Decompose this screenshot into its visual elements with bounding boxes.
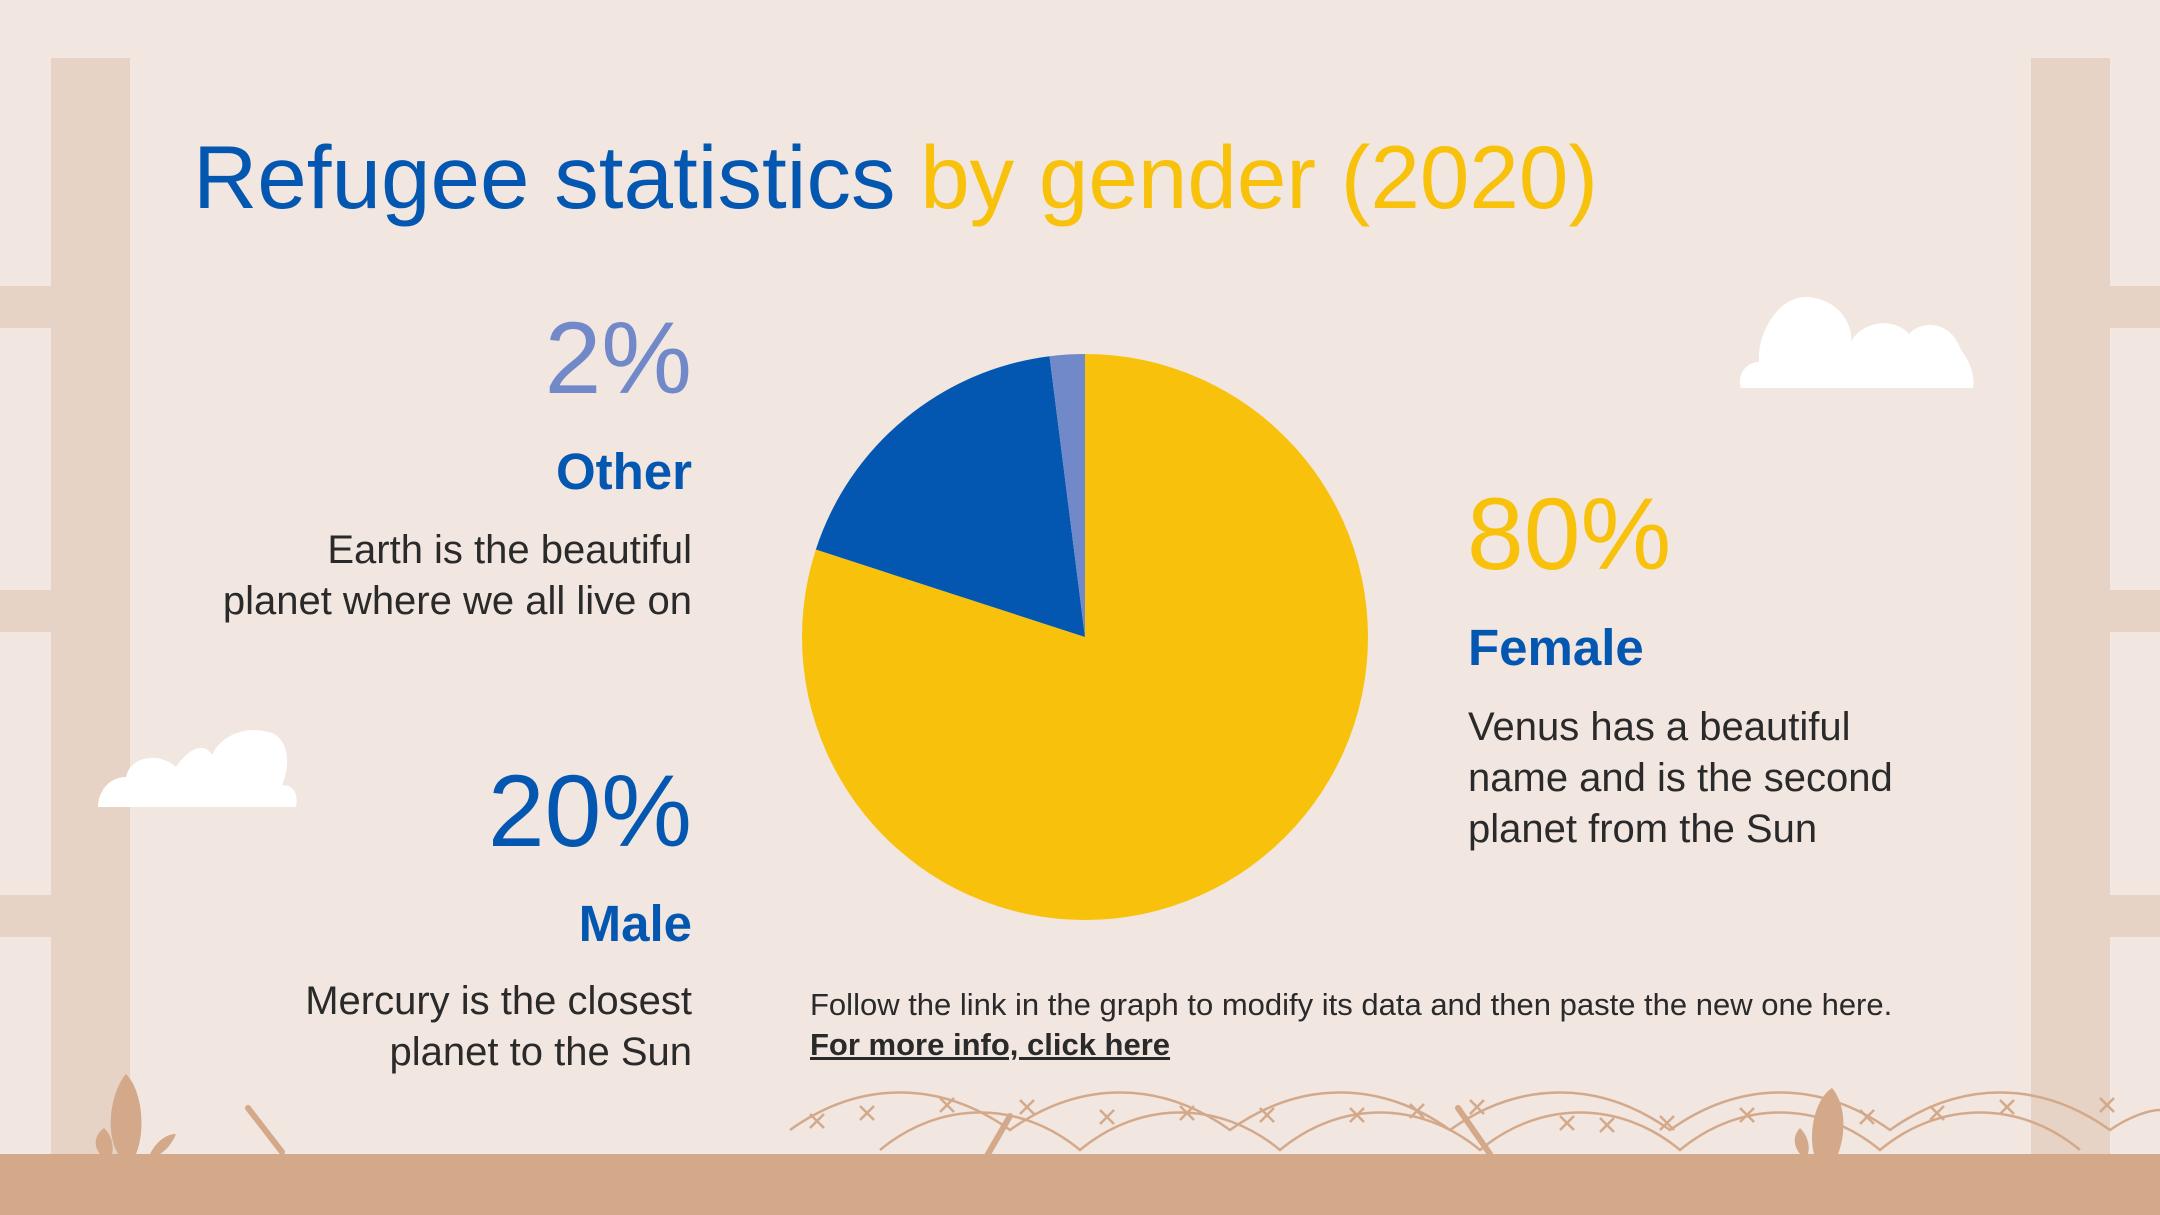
male-percent: 20% [487,754,692,868]
other-description: Earth is the beautiful planet where we a… [130,525,692,627]
female-description-line: Venus has a beautiful [1468,705,1851,749]
title-part-1: Refugee statistics [193,127,896,227]
female-description: Venus has a beautiful name and is the se… [1468,702,2028,855]
fence-rail [0,286,51,328]
other-percent: 2% [544,301,692,415]
cloud-icon [1739,297,1974,388]
page-title: Refugee statistics by gender (2020) [193,122,1598,232]
other-label: Other [555,443,692,500]
other-description-line: planet where we all live on [222,579,692,623]
pie-slice-other[interactable] [1049,354,1085,637]
fence-rail [2110,590,2160,632]
female-description-line: planet from the Sun [1468,807,1818,851]
fence-post-left [51,58,130,1158]
chart-note: Follow the link in the graph to modify i… [810,987,1893,1022]
male-description: Mercury is the closest planet to the Sun [130,976,692,1078]
male-label: Male [578,895,692,952]
cloud-icon [98,729,297,807]
fence-rail [2110,895,2160,937]
female-description-line: name and is the second [1468,756,1893,800]
other-description-line: Earth is the beautiful [327,528,692,572]
male-description-line: Mercury is the closest [305,979,692,1023]
pie-slice-male[interactable] [815,356,1085,637]
fence-rail [0,590,51,632]
more-info-link[interactable]: For more info, click here [810,1027,1171,1062]
male-description-line: planet to the Sun [389,1030,692,1074]
fence-post-right [2031,58,2110,1158]
ground [0,1154,2160,1215]
fence-rail [0,895,51,937]
barbed-wire-decoration [95,1074,2160,1157]
title-part-2: by gender (2020) [920,127,1599,227]
pie-chart[interactable] [795,347,1375,927]
fence-rail [2110,286,2160,328]
female-percent: 80% [1467,477,1672,591]
pie-slice-female[interactable] [801,354,1368,920]
female-label: Female [1468,619,1644,676]
